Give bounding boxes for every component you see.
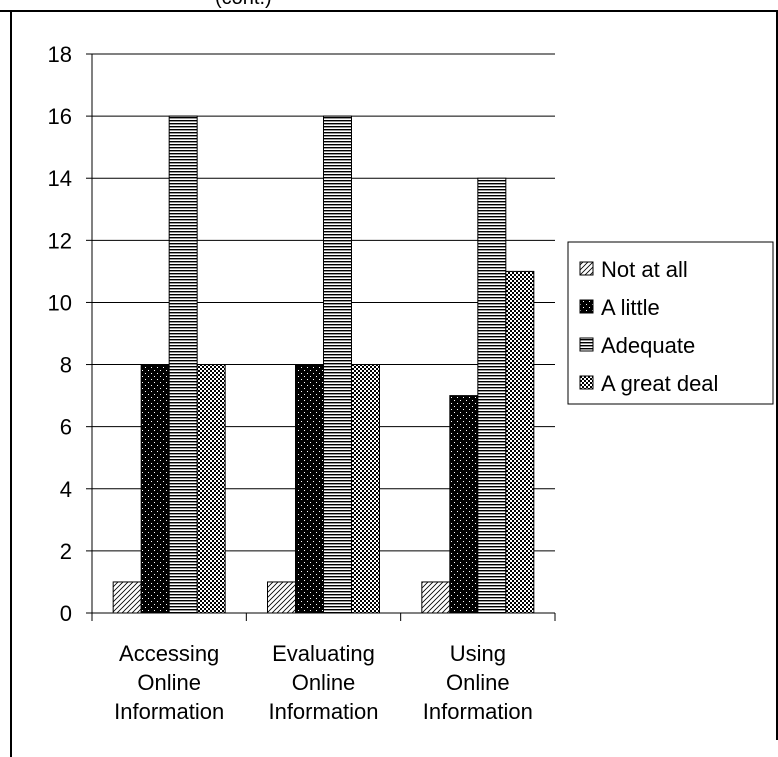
bar-not-at-all bbox=[112, 581, 142, 614]
legend-label: A little bbox=[601, 295, 660, 320]
bar-a-great-deal bbox=[505, 270, 535, 614]
bar-a-little bbox=[295, 364, 324, 614]
bar-adequate bbox=[477, 177, 507, 614]
bar-adequate bbox=[168, 115, 198, 614]
legend: Not at all A little Adequate A great deal bbox=[567, 241, 774, 405]
axes: 0 2 4 6 8 10 12 14 16 18 Accessing Online Informatio… bbox=[48, 42, 556, 724]
bar-not-at-all bbox=[421, 581, 451, 614]
x-category-label: Using Online Information bbox=[423, 641, 533, 724]
bar-a-little bbox=[449, 395, 479, 614]
y-tick-label: 4 bbox=[60, 477, 72, 502]
legend-swatch bbox=[579, 261, 594, 276]
legend-label: A great deal bbox=[601, 371, 718, 396]
header-fragment: (cont.) bbox=[215, 0, 272, 8]
bar-a-great-deal bbox=[196, 364, 226, 614]
y-tick-label: 12 bbox=[48, 228, 72, 253]
legend-label: Not at all bbox=[601, 257, 688, 282]
bar-a-little bbox=[140, 364, 170, 614]
y-tick-label: 18 bbox=[48, 42, 72, 67]
bars bbox=[112, 115, 535, 614]
y-tick-label: 8 bbox=[60, 353, 72, 378]
y-tick-label: 10 bbox=[48, 290, 72, 315]
bar-adequate bbox=[323, 115, 352, 614]
legend-box bbox=[567, 241, 774, 405]
legend-label: Adequate bbox=[601, 333, 695, 358]
y-tick-label: 0 bbox=[60, 601, 72, 626]
bar-not-at-all bbox=[267, 581, 296, 614]
legend-swatch bbox=[579, 337, 594, 352]
legend-swatch bbox=[579, 299, 594, 314]
bar-a-great-deal bbox=[351, 364, 380, 614]
y-tick-label: 6 bbox=[60, 415, 72, 440]
legend-swatch bbox=[579, 375, 594, 390]
y-tick-label: 2 bbox=[60, 539, 72, 564]
y-tick-label: 16 bbox=[48, 104, 72, 129]
y-tick-label: 14 bbox=[48, 166, 72, 191]
x-category-label: Evaluating Online Information bbox=[268, 641, 378, 724]
x-category-label: Accessing Online Information bbox=[114, 641, 224, 724]
